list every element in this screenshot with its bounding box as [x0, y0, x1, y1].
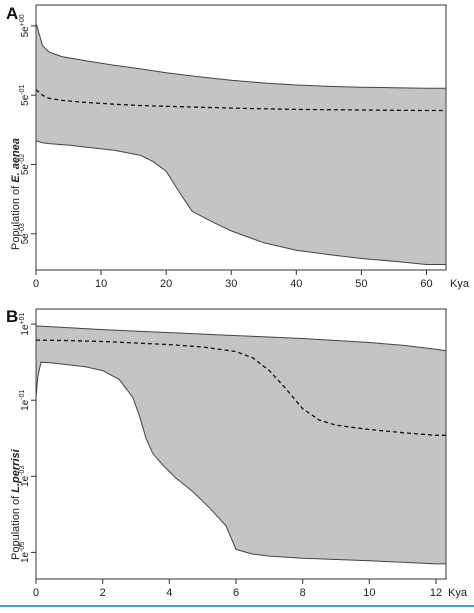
panel-a-x-unit-label: Kya: [450, 278, 470, 290]
panel-b-confidence-band: [35, 325, 447, 565]
panel-a-y-axis-title: Population of E. aenea: [10, 138, 22, 250]
panel-b-y-axis-species: L.perrisi: [10, 448, 22, 492]
panel-b-y-tick-label: 1e+01: [19, 312, 31, 335]
panel-b-letter: B: [6, 307, 18, 326]
panel-a-x-tick-label: 40: [290, 278, 302, 290]
panel-b-y-tick-label: 1e-03: [19, 466, 31, 487]
panel-a-letter: A: [6, 4, 18, 23]
panel-a-y-tick-label: 5e-01: [19, 84, 31, 105]
panel-b-x-tick-label: 4: [166, 587, 172, 599]
panel-b: B 0 2 4 6 8 10 12 1e+01 1e-01 1e-03 1e-05 Kya Popu…: [6, 307, 468, 599]
panel-a-plot-area: 0 10 20 30 40 50 60 5e+00 5e-01 5e-02 5e-03: [19, 14, 447, 290]
panel-b-x-tick-label: 0: [33, 587, 39, 599]
panel-b-x-unit-label: Kya: [448, 587, 468, 599]
panel-a-y-tick-label: 5e-02: [19, 154, 31, 175]
panel-a-y-axis-species: E. aenea: [10, 138, 22, 183]
panel-b-x-tick-label: 2: [100, 587, 106, 599]
panel-a-x-tick-label: 50: [355, 278, 367, 290]
panel-a-x-tick-label: 30: [225, 278, 237, 290]
panel-b-y-axis-prefix: Population of: [10, 493, 22, 560]
panel-b-y-axis-title: Population of L.perrisi: [10, 448, 22, 560]
panel-a-median-line: [35, 89, 446, 112]
panel-b-x-tick-label: 12: [430, 587, 442, 599]
panel-b-median-line: [35, 339, 446, 436]
panel-a-y-tick-label: 5e-03: [19, 223, 31, 244]
panel-a-x-tick-label: 60: [420, 278, 432, 290]
panel-b-x-tick-label: 6: [233, 587, 239, 599]
panel-a-x-tick-label: 10: [95, 278, 107, 290]
panel-a-y-tick-label: 5e+00: [19, 14, 31, 37]
panel-a-x-tick-label: 20: [160, 278, 172, 290]
panel-a-confidence-band: [35, 22, 447, 265]
panel-a-x-tick-label: 0: [33, 278, 39, 290]
panel-a-y-axis-prefix: Population of: [10, 183, 22, 250]
panel-b-x-tick-label: 10: [363, 587, 375, 599]
panel-b-plot-area: 0 2 4 6 8 10 12 1e+01 1e-01 1e-03 1e-05: [19, 312, 447, 599]
panel-b-y-tick-label: 1e-01: [19, 389, 31, 410]
panel-b-y-tick-label: 1e-05: [19, 542, 31, 563]
panel-b-x-tick-label: 8: [300, 587, 306, 599]
